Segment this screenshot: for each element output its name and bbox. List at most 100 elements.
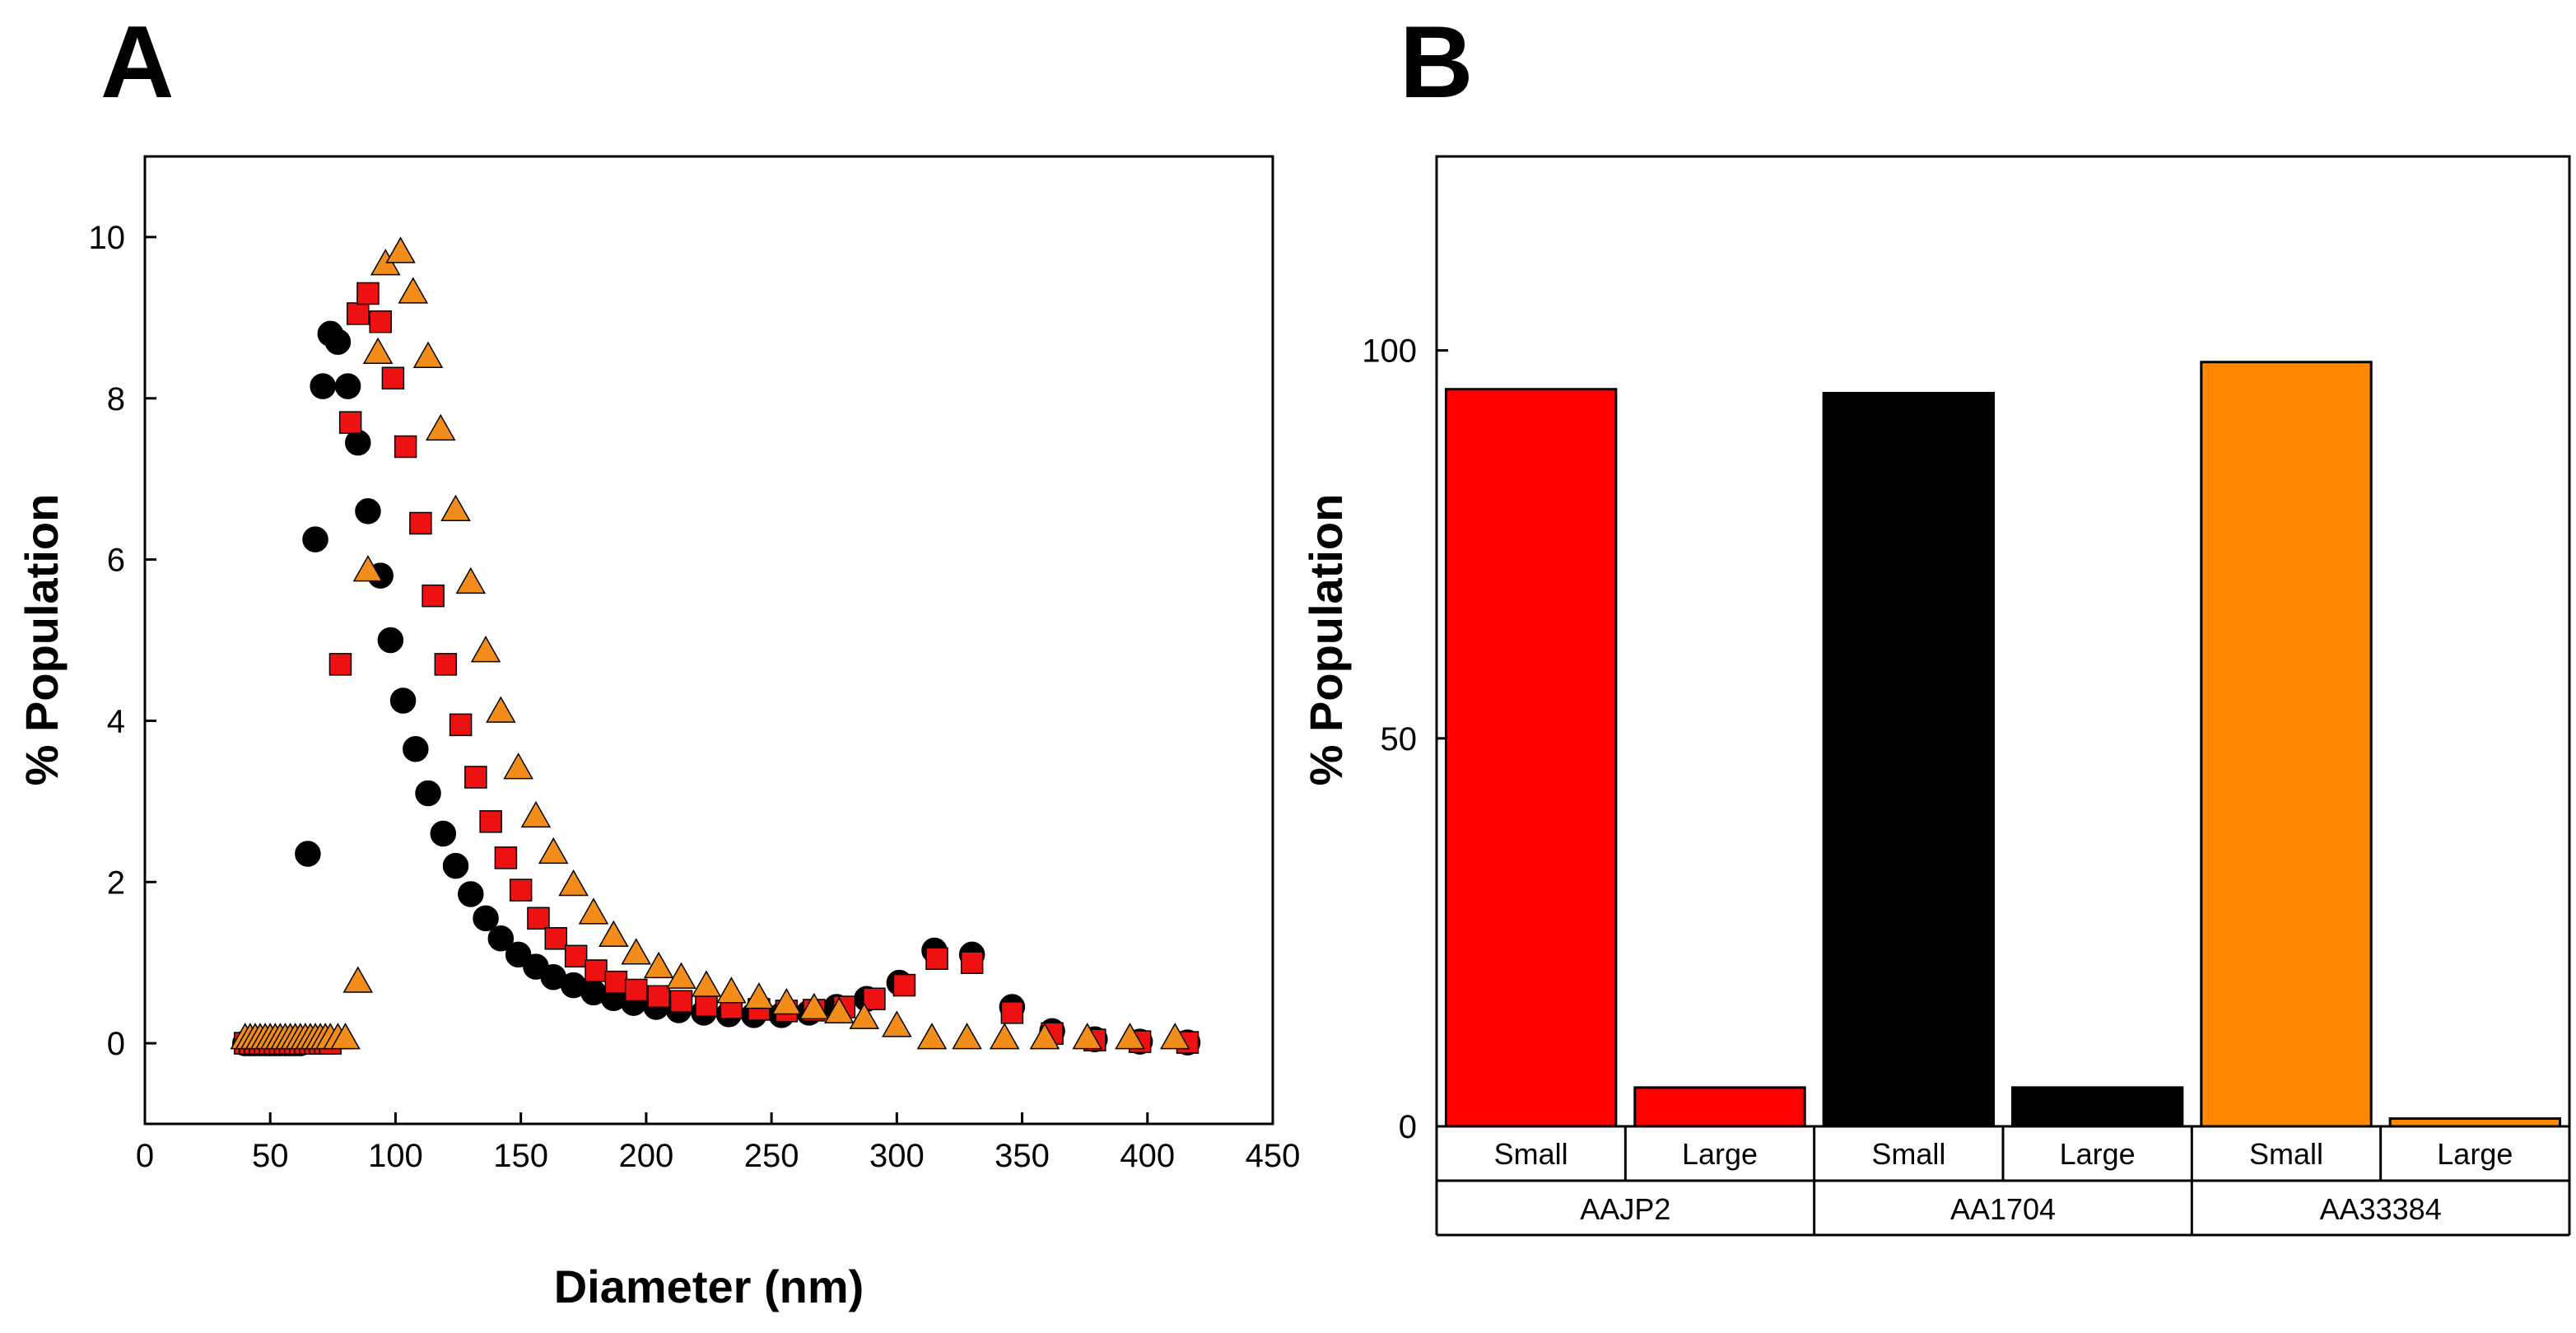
point-aajp2 — [369, 310, 392, 333]
panel-b-category-axis: Small Large Small Large Small Large AAJP2 AA170… — [1494, 1126, 2513, 1235]
panel-b-group-label: AA1704 — [1950, 1192, 2056, 1226]
point-aajp2 — [347, 302, 370, 325]
point-aa1704 — [334, 373, 361, 399]
point-aa1704 — [415, 780, 441, 807]
panel-a: A 0 50 100 150 200 250 300 350 400 450 0 2 4 6 8 10 Di… — [16, 6, 1300, 1312]
point-aa33384 — [578, 897, 609, 925]
point-aajp2 — [863, 987, 886, 1010]
point-aa33384 — [643, 951, 674, 979]
panel-a-y-tick-label: 8 — [107, 381, 125, 417]
point-aa1704 — [324, 329, 352, 355]
point-aajp2 — [544, 927, 568, 950]
point-aa1704 — [458, 881, 484, 907]
panel-a-y-tick-label: 10 — [89, 220, 126, 256]
panel-a-x-tick-label: 400 — [1120, 1138, 1175, 1174]
point-aa33384 — [440, 494, 471, 521]
point-aa1704 — [473, 905, 499, 932]
point-aajp2 — [527, 907, 550, 930]
panel-b-category-label: Small — [1871, 1137, 1945, 1171]
panel-a-x-tick-label: 150 — [493, 1138, 548, 1174]
point-aajp2 — [494, 846, 518, 869]
point-aa33384 — [455, 566, 487, 594]
panel-a-y-axis-label: % Population — [16, 494, 68, 786]
point-aa33384 — [558, 869, 589, 897]
panel-a-x-tick-label: 200 — [619, 1138, 674, 1174]
point-aa33384 — [538, 837, 569, 865]
point-aa1704 — [377, 627, 404, 654]
bar-aajp2-large — [1633, 1086, 1806, 1128]
panel-b-y-tick-label: 50 — [1381, 721, 1418, 757]
panel-a-x-tick-label: 50 — [252, 1138, 289, 1174]
panel-a-x-tick-label: 350 — [995, 1138, 1050, 1174]
point-aa33384 — [771, 987, 802, 1015]
point-aa1704 — [403, 735, 429, 762]
point-aajp2 — [381, 366, 405, 390]
point-aa33384 — [503, 753, 533, 780]
point-aa33384 — [882, 1010, 912, 1037]
point-aa33384 — [412, 341, 444, 368]
point-aajp2 — [509, 879, 533, 902]
panel-b-y-tick-label: 0 — [1399, 1109, 1417, 1145]
panel-a-data-points — [230, 236, 1201, 1056]
panel-b-group-label: AA33384 — [2320, 1192, 2442, 1226]
panel-a-label: A — [100, 6, 175, 119]
point-aajp2 — [624, 978, 648, 1002]
point-aa33384 — [824, 996, 855, 1024]
point-aa33384 — [1159, 1023, 1190, 1050]
panel-b-category-label: Large — [2060, 1137, 2136, 1171]
point-aa1704 — [442, 852, 469, 879]
panel-a-y-axis: 0 2 4 6 8 10 — [89, 220, 156, 1062]
point-aa33384 — [716, 976, 747, 1004]
point-aajp2 — [669, 990, 693, 1013]
point-aa33384 — [385, 236, 416, 263]
point-aajp2 — [464, 766, 487, 789]
panel-a-x-axis: 0 50 100 150 200 250 300 350 400 450 — [136, 1112, 1300, 1174]
panel-a-x-tick-label: 300 — [869, 1138, 925, 1174]
point-aajp2 — [960, 951, 984, 974]
panel-b-group-label: AAJP2 — [1580, 1192, 1670, 1226]
panel-a-x-tick-label: 100 — [368, 1138, 423, 1174]
point-aajp2 — [422, 584, 445, 608]
panel-b-category-label: Small — [1494, 1137, 1568, 1171]
panel-b-y-tick-label: 100 — [1362, 333, 1417, 370]
point-aajp2 — [647, 985, 670, 1009]
point-aa33384 — [989, 1023, 1020, 1050]
point-aa33384 — [486, 696, 516, 723]
point-aa1704 — [302, 526, 328, 552]
point-aa33384 — [425, 413, 456, 441]
panel-a-y-tick-label: 4 — [107, 703, 125, 739]
point-aajp2 — [434, 653, 458, 676]
point-aajp2 — [409, 511, 432, 535]
bar-aajp2-small — [1444, 388, 1618, 1128]
panel-b-category-label: Large — [2437, 1137, 2513, 1171]
point-aajp2 — [338, 411, 362, 434]
panel-b-label: B — [1400, 6, 1474, 119]
point-aajp2 — [925, 947, 948, 971]
point-aa1704 — [345, 429, 371, 456]
point-aa33384 — [1072, 1023, 1102, 1050]
point-aa33384 — [342, 966, 374, 993]
point-aa33384 — [621, 938, 651, 965]
point-aa1704 — [487, 925, 515, 952]
point-aajp2 — [479, 810, 502, 833]
point-aa33384 — [1029, 1023, 1060, 1050]
point-aa33384 — [916, 1023, 948, 1050]
panel-a-y-tick-label: 0 — [107, 1026, 125, 1062]
point-aa33384 — [352, 555, 384, 582]
panel-a-plot-frame — [143, 155, 1274, 1126]
point-aa1704 — [430, 820, 457, 847]
point-aajp2 — [328, 653, 352, 676]
point-aa1704 — [389, 687, 417, 714]
point-aa1704 — [310, 373, 336, 399]
point-aajp2 — [695, 994, 718, 1017]
point-aajp2 — [449, 713, 473, 737]
point-aa33384 — [691, 970, 722, 997]
panel-b-y-axis: 0 50 100 — [1362, 333, 1448, 1145]
point-aajp2 — [1000, 1001, 1024, 1024]
point-aa33384 — [362, 337, 394, 365]
point-aa33384 — [398, 277, 429, 304]
panel-a-y-tick-label: 2 — [107, 865, 125, 901]
point-aa1704 — [355, 498, 381, 524]
